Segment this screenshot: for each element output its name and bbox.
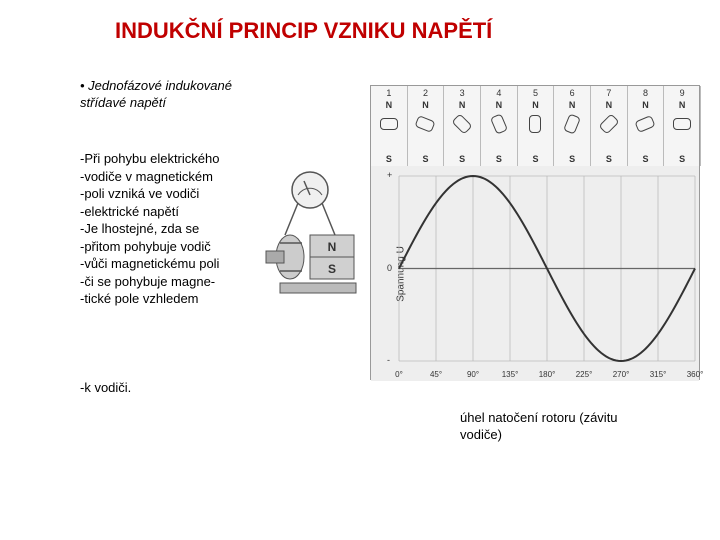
rotor-coil-icon — [415, 115, 436, 133]
rotor-cell: 5 N S — [518, 86, 555, 166]
rotor-s-label: S — [664, 154, 700, 164]
rotor-coil-icon — [380, 118, 398, 130]
body-text: -Při pohybu elektrického-vodiče v magnet… — [80, 150, 260, 308]
rotor-coil-icon — [490, 113, 508, 134]
body-line: -tické pole vzhledem — [80, 290, 260, 308]
rotor-number: 3 — [444, 88, 480, 98]
rotor-coil-icon — [452, 113, 473, 134]
rotor-n-label: N — [664, 100, 700, 110]
rotor-cell: 9 N S — [664, 86, 701, 166]
x-tick-label: 135° — [502, 370, 519, 379]
x-tick-label: 180° — [539, 370, 556, 379]
body-line: -vodiče v magnetickém — [80, 168, 260, 186]
rotor-s-label: S — [481, 154, 517, 164]
rotor-cell: 6 N S — [554, 86, 591, 166]
y-tick-label: + — [387, 170, 392, 180]
body-line: -poli vzniká ve vodiči — [80, 185, 260, 203]
body-line: -Je lhostejné, zda se — [80, 220, 260, 238]
rotor-number: 8 — [628, 88, 664, 98]
rotor-cell: 3 N S — [444, 86, 481, 166]
x-tick-label: 225° — [576, 370, 593, 379]
subtitle: • Jednofázové indukované střídavé napětí — [80, 78, 260, 112]
generator-svg: N S — [260, 165, 360, 325]
magnet-n-label: N — [328, 240, 337, 254]
rotor-s-label: S — [371, 154, 407, 164]
rotor-number: 9 — [664, 88, 700, 98]
rotor-n-label: N — [444, 100, 480, 110]
body-line: -vůči magnetickému poli — [80, 255, 260, 273]
rotor-s-label: S — [518, 154, 554, 164]
body-line: -Při pohybu elektrického — [80, 150, 260, 168]
footer-text: -k vodiči. — [80, 380, 131, 395]
rotor-number: 1 — [371, 88, 407, 98]
rotor-n-label: N — [518, 100, 554, 110]
generator-diagram: N S — [260, 165, 360, 325]
rotor-number: 4 — [481, 88, 517, 98]
x-tick-label: 0° — [395, 370, 403, 379]
x-tick-label: 270° — [613, 370, 630, 379]
rotor-cell: 7 N S — [591, 86, 628, 166]
rotor-s-label: S — [408, 154, 444, 164]
x-tick-label: 90° — [467, 370, 479, 379]
rotor-n-label: N — [481, 100, 517, 110]
x-tick-label: 315° — [650, 370, 667, 379]
rotor-cell: 1 N S — [371, 86, 408, 166]
x-tick-label: 360° — [687, 370, 704, 379]
y-tick-label: - — [387, 355, 390, 365]
y-tick-label: 0 — [387, 263, 392, 273]
rotor-cell: 4 N S — [481, 86, 518, 166]
x-tick-label: 45° — [430, 370, 442, 379]
rotor-cell: 8 N S — [628, 86, 665, 166]
rotor-coil-icon — [635, 115, 656, 133]
rotor-coil-icon — [673, 118, 691, 130]
rotor-n-label: N — [371, 100, 407, 110]
body-line: -elektrické napětí — [80, 203, 260, 221]
rotor-n-label: N — [554, 100, 590, 110]
rotor-n-label: N — [591, 100, 627, 110]
rotor-s-label: S — [628, 154, 664, 164]
magnet-s-label: S — [328, 262, 336, 276]
induction-chart: 1NS2NS3NS4NS5NS6NS7NS8NS9NS Spannung U 0… — [370, 85, 700, 380]
sine-plot: Spannung U 0°45°90°135°180°225°270°315°3… — [371, 166, 699, 381]
page-title: INDUKČNÍ PRINCIP VZNIKU NAPĚTÍ — [115, 18, 492, 44]
rotor-number: 2 — [408, 88, 444, 98]
body-line: -či se pohybuje magne- — [80, 273, 260, 291]
rotor-coil-icon — [563, 113, 581, 134]
rotor-number: 7 — [591, 88, 627, 98]
rotor-n-label: N — [408, 100, 444, 110]
rotor-coil-icon — [529, 115, 541, 133]
rotor-number: 6 — [554, 88, 590, 98]
rotor-strip: 1NS2NS3NS4NS5NS6NS7NS8NS9NS — [371, 86, 699, 166]
rotor-cell: 2 N S — [408, 86, 445, 166]
rotor-n-label: N — [628, 100, 664, 110]
axis-caption: úhel natočení rotoru (závitu vodiče) — [460, 410, 660, 444]
rotor-s-label: S — [444, 154, 480, 164]
sine-svg — [371, 166, 701, 381]
rotor-s-label: S — [591, 154, 627, 164]
rotor-coil-icon — [598, 113, 619, 134]
body-line: -přitom pohybuje vodič — [80, 238, 260, 256]
rotor-s-label: S — [554, 154, 590, 164]
rotor-number: 5 — [518, 88, 554, 98]
